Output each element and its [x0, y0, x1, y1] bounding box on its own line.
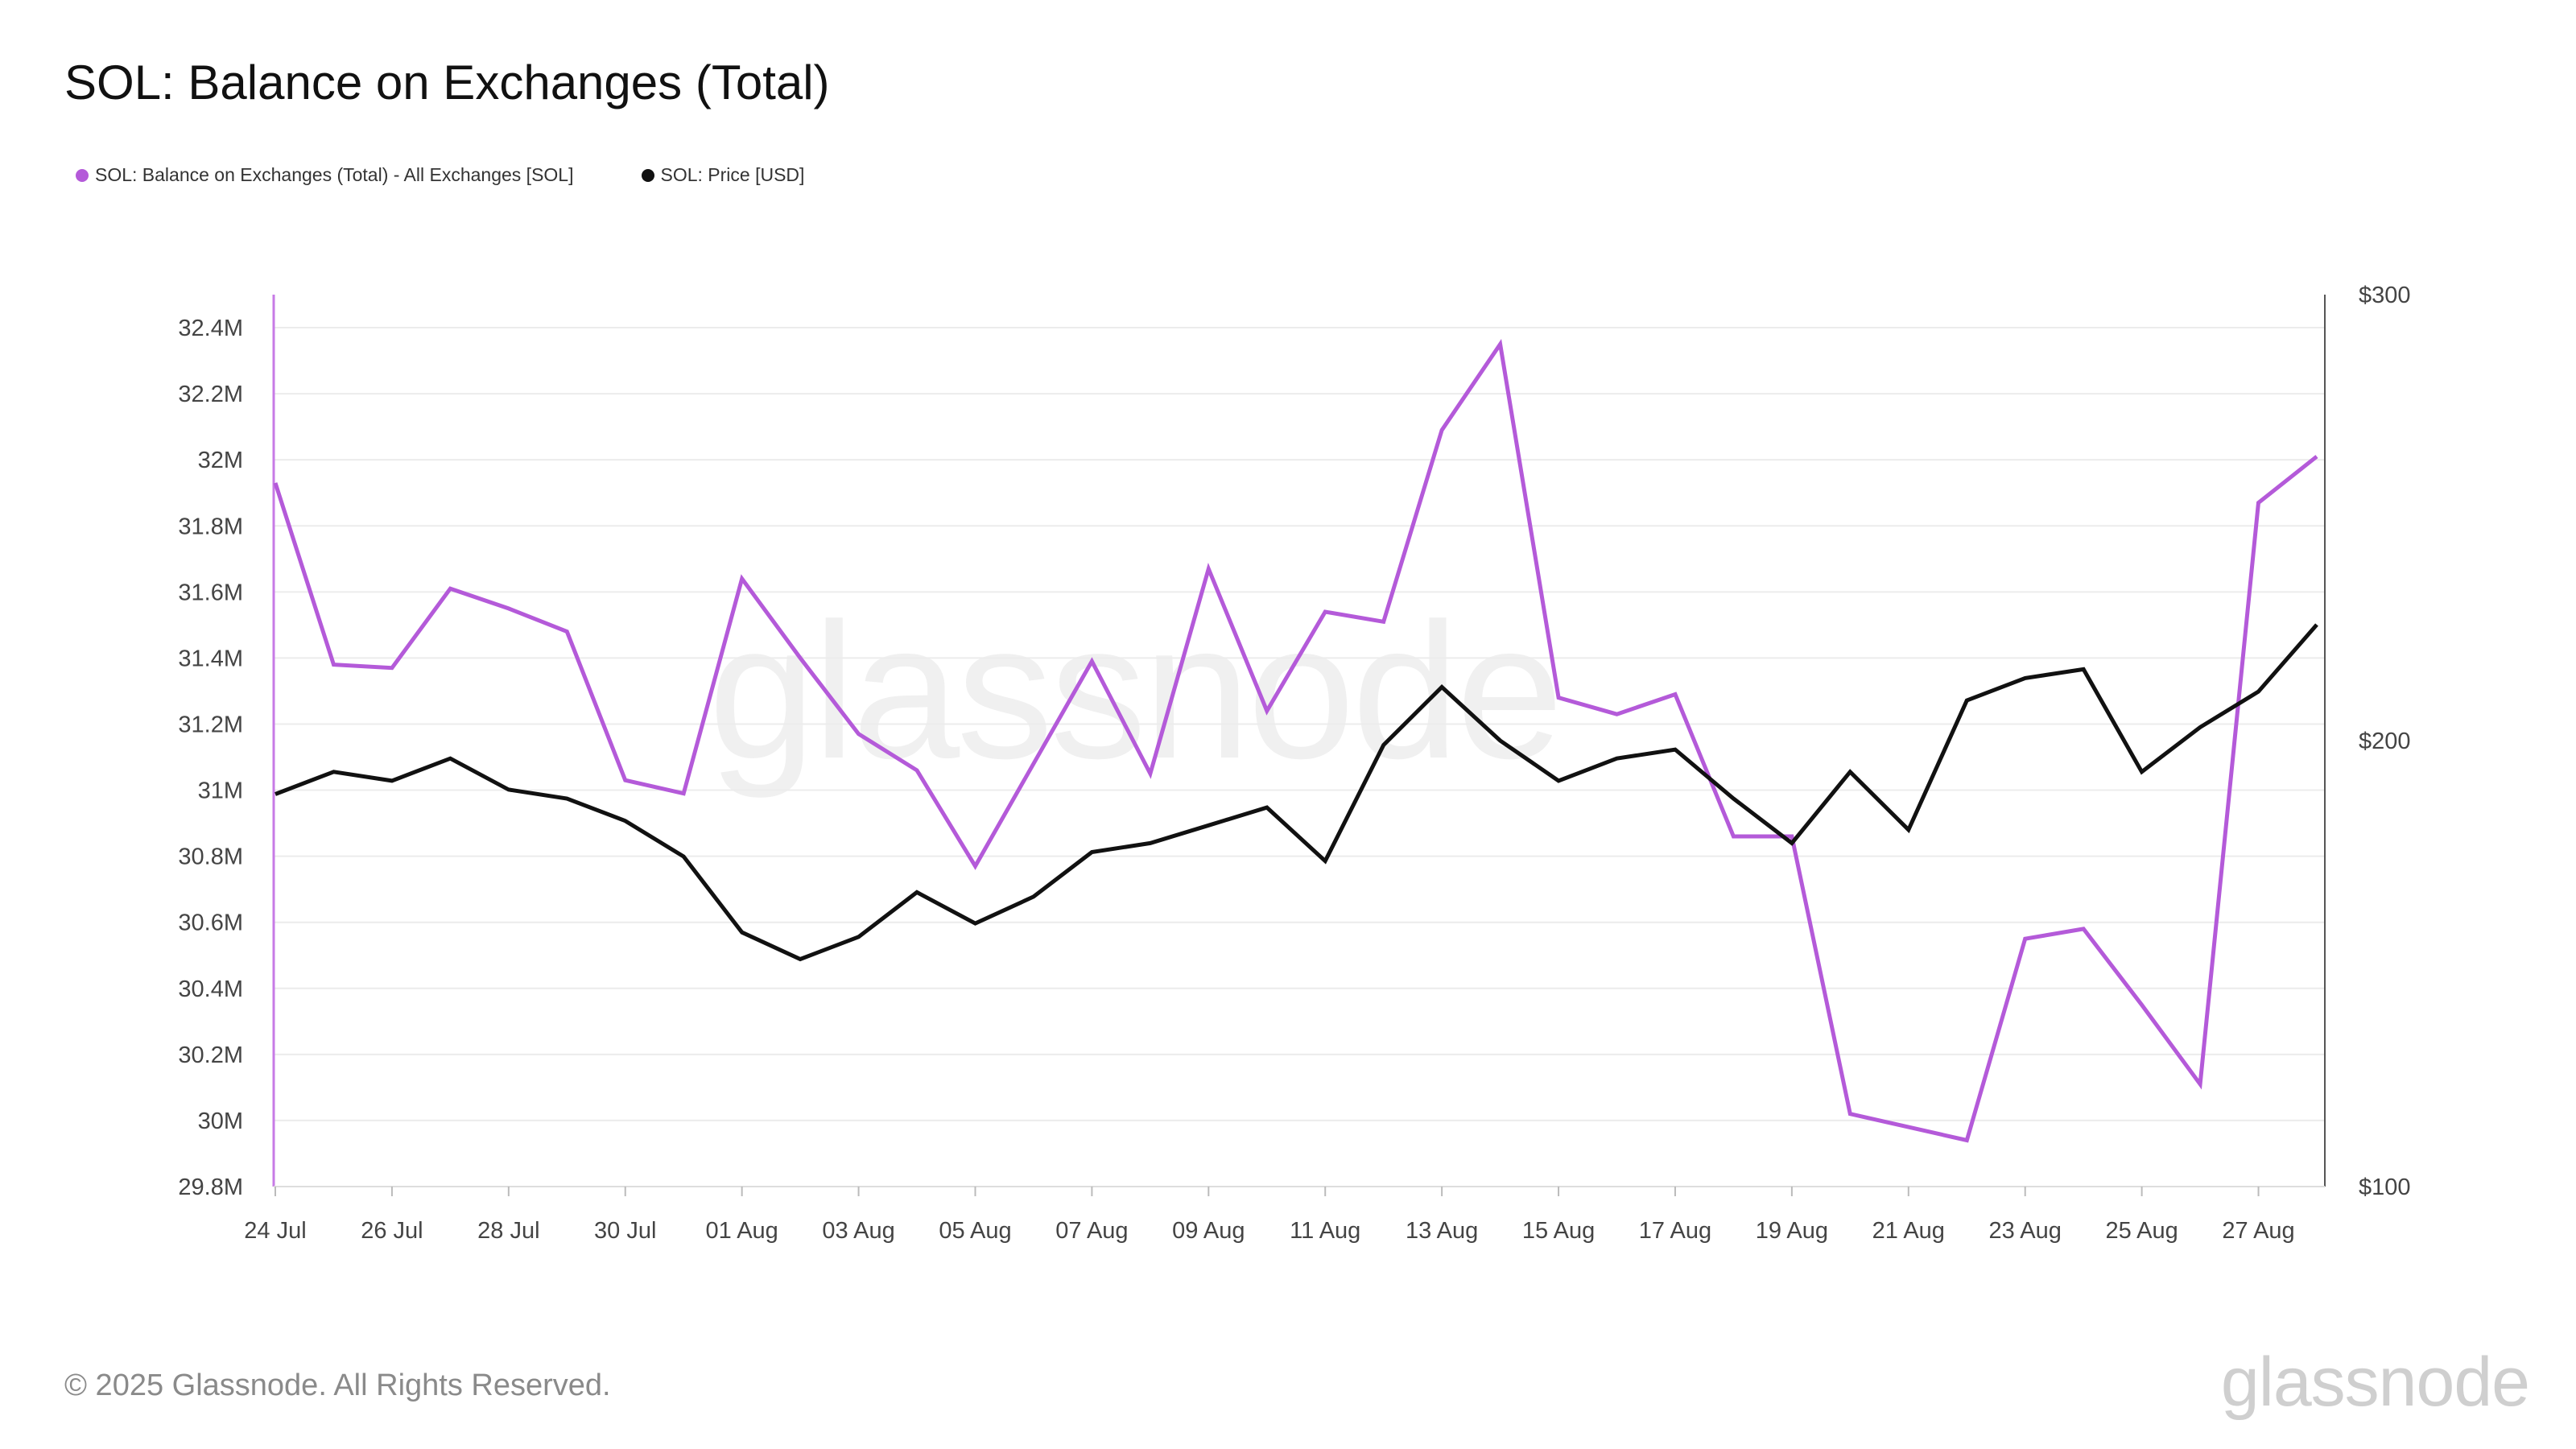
x-tick-label: 09 Aug — [1172, 1218, 1245, 1244]
footer-copyright: © 2025 Glassnode. All Rights Reserved. — [64, 1368, 611, 1402]
x-tick-label: 11 Aug — [1290, 1218, 1360, 1244]
x-tick-label: 28 Jul — [477, 1218, 539, 1244]
y-left-tick-label: 30.8M — [178, 844, 243, 870]
series-line-balance — [273, 339, 2318, 1143]
legend: SOL: Balance on Exchanges (Total) - All … — [76, 164, 872, 186]
y-left-tick-label: 30.4M — [178, 976, 243, 1002]
y-right-tick-label: $100 — [2359, 1174, 2411, 1200]
y-left-tick-label: 30M — [198, 1108, 243, 1134]
x-tick-label: 17 Aug — [1639, 1218, 1711, 1244]
x-tick-label: 25 Aug — [2105, 1218, 2178, 1244]
x-tick-label: 24 Jul — [244, 1218, 306, 1244]
x-tick-label: 21 Aug — [1872, 1218, 1945, 1244]
y-left-tick-label: 29.8M — [178, 1174, 243, 1200]
x-tick-label: 27 Aug — [2222, 1218, 2294, 1244]
y-left-tick-label: 30.6M — [178, 910, 243, 936]
page-title: SOL: Balance on Exchanges (Total) — [64, 56, 830, 109]
x-tick-label: 15 Aug — [1522, 1218, 1595, 1244]
y-right-tick-label: $200 — [2359, 729, 2411, 754]
series-line-price — [275, 623, 2318, 962]
y-left-tick-label: 31.6M — [178, 580, 243, 605]
x-tick-label: 30 Jul — [594, 1218, 656, 1244]
footer-logo: glassnode — [2220, 1344, 2530, 1421]
y-left-tick-label: 30.2M — [178, 1042, 243, 1068]
x-tick-label: 05 Aug — [939, 1218, 1011, 1244]
y-left-tick-label: 32.4M — [178, 316, 243, 341]
y-left-tick-label: 32M — [198, 448, 243, 473]
y-left-tick-label: 31.4M — [178, 646, 243, 671]
legend-dot-price — [641, 168, 654, 182]
x-tick-label: 07 Aug — [1055, 1218, 1128, 1244]
x-tick-label: 26 Jul — [361, 1218, 423, 1244]
legend-item-balance[interactable]: SOL: Balance on Exchanges (Total) - All … — [76, 164, 574, 186]
x-tick-label: 01 Aug — [705, 1218, 778, 1244]
y-left-tick-label: 31M — [198, 778, 243, 804]
legend-label-price: SOL: Price [USD] — [660, 164, 805, 185]
x-tick-label: 03 Aug — [822, 1218, 894, 1244]
legend-label-balance: SOL: Balance on Exchanges (Total) - All … — [95, 164, 574, 185]
x-tick-label: 13 Aug — [1406, 1218, 1478, 1244]
legend-dot-balance — [76, 168, 89, 182]
y-left-tick-label: 31.8M — [178, 514, 243, 539]
y-left-tick-label: 32.2M — [178, 382, 243, 407]
x-tick-label: 19 Aug — [1756, 1218, 1828, 1244]
legend-item-price[interactable]: SOL: Price [USD] — [641, 164, 805, 186]
y-left-tick-label: 31.2M — [178, 712, 243, 737]
x-tick-label: 23 Aug — [1989, 1218, 2062, 1244]
y-right-tick-label: $300 — [2359, 283, 2411, 308]
